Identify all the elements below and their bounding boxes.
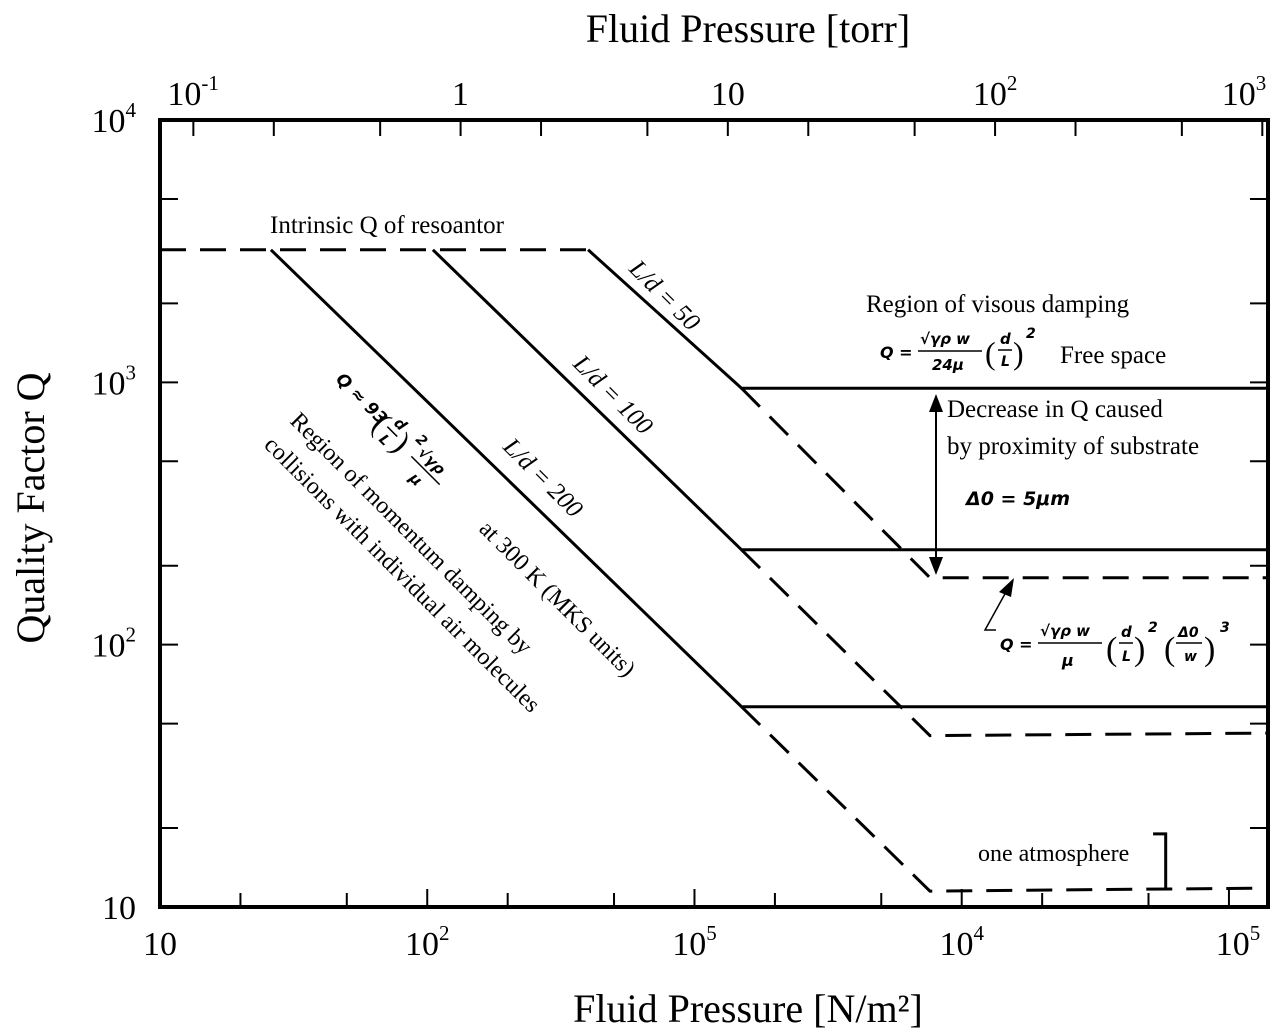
substrate-formula: Q = √γρ w μ ( d L ) 2 ( Δ0 w ) 3 (1000, 620, 1230, 670)
viscous-formula-denominator: 24μ (932, 356, 964, 374)
decrease-arrowhead-down (929, 557, 943, 575)
x2-tick-label: 1 (452, 76, 469, 113)
substrate-formula-numerator: √γρ w (1040, 622, 1090, 640)
x2-tick-label: 10 (711, 76, 745, 113)
series-line-6 (740, 548, 1269, 738)
x-tick-label: 105 (1216, 921, 1261, 963)
viscous-formula-paren-open: ( (985, 335, 996, 371)
substrate-arrow-line (983, 591, 1007, 631)
series-line-7 (1153, 832, 1168, 889)
decrease-arrowhead-up (929, 394, 943, 412)
substrate-formula-paren1-open: ( (1106, 631, 1117, 668)
series-line-4 (740, 705, 1269, 893)
substrate-arrowhead (999, 578, 1014, 597)
momentum-formula-denominator: μ (405, 468, 426, 489)
x-axis-title-bottom: Fluid Pressure [N/m²] (573, 986, 923, 1031)
x-tick-label: 105 (672, 921, 717, 963)
substrate-formula-paren1-close: ) (1134, 631, 1145, 668)
series-lines (160, 248, 1269, 893)
substrate-formula-delta: Δ0 (1177, 625, 1199, 641)
momentum-formula-bar (410, 455, 441, 486)
y-tick-label: 104 (92, 98, 137, 140)
annotation-ld-200: L/d = 200 (497, 432, 588, 523)
tick-labels: 10 102 105 104 105 10-1 1 10 102 103 10 102 103 104 (92, 71, 1267, 963)
y-tick-label: 102 (92, 623, 137, 665)
x-tick-label: 102 (405, 921, 450, 963)
x-tick-label: 104 (939, 921, 984, 963)
y-tick-label: 103 (92, 360, 137, 402)
viscous-formula-prefix: Q = (880, 343, 913, 362)
substrate-formula-denominator: μ (1061, 651, 1074, 670)
substrate-formula-exponent2: 3 (1220, 620, 1230, 636)
viscous-formula-paren-close: ) (1013, 335, 1024, 371)
substrate-formula-paren2-open: ( (1164, 631, 1175, 668)
annotation-decrease-line1: Decrease in Q caused (947, 396, 1163, 423)
viscous-formula: Q = √γρ w 24μ ( d L ) 2 (880, 326, 1036, 374)
x-tick-label: 10 (143, 926, 177, 963)
x-axis-title-top: Fluid Pressure [torr] (586, 6, 910, 51)
annotation-intrinsic-q: Intrinsic Q of resoantor (270, 212, 505, 239)
substrate-formula-L: L (1122, 649, 1131, 665)
substrate-formula-prefix: Q = (1000, 635, 1033, 654)
viscous-formula-d: d (1000, 330, 1011, 348)
y-tick-label: 10 (102, 890, 136, 927)
y-axis-title: Quality Factor Q (8, 372, 53, 643)
series-line-2 (740, 387, 1268, 580)
annotation-delta: Δ0 = 5μm (964, 488, 1070, 510)
plot-frame (158, 118, 1270, 909)
viscous-formula-exponent: 2 (1026, 326, 1036, 342)
annotation-decrease-line2: by proximity of substrate (947, 433, 1199, 460)
substrate-formula-w: w (1184, 649, 1197, 665)
momentum-formula-dl-bar (386, 426, 398, 438)
substrate-formula-d: d (1121, 623, 1132, 641)
annotation-ld-50: L/d = 50 (623, 254, 705, 336)
tick-marks (159, 119, 1268, 908)
annotation-viscous-region: Region of visous damping (866, 291, 1130, 318)
viscous-formula-L: L (1001, 354, 1010, 370)
annotation-one-atmosphere: one atmosphere (978, 841, 1129, 867)
x2-tick-label: 103 (1222, 71, 1267, 113)
viscous-formula-numerator: √γρ w (920, 330, 970, 348)
x2-tick-label: 102 (973, 71, 1017, 113)
substrate-formula-paren2-close: ) (1204, 631, 1215, 668)
x2-tick-label: 10-1 (167, 71, 219, 113)
substrate-formula-exponent1: 2 (1148, 620, 1158, 636)
annotation-free-space: Free space (1060, 342, 1166, 369)
